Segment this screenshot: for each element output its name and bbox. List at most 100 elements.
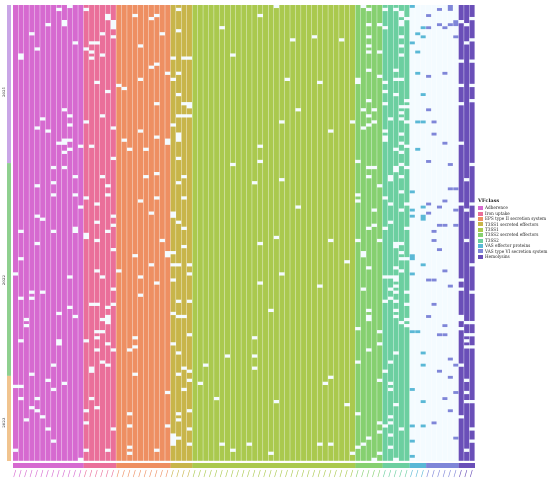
x-tick-label <box>18 469 22 478</box>
legend-item: T3SS2 secreted effectors <box>478 232 550 237</box>
heatmap-cell <box>366 53 372 69</box>
heatmap-column-bg <box>409 5 415 461</box>
heatmap-cell <box>398 193 404 209</box>
heatmap-cell <box>436 8 442 11</box>
heatmap-cell <box>34 5 40 48</box>
heatmap-cell <box>176 223 182 264</box>
heatmap-cell <box>366 126 372 166</box>
heatmap-cell <box>246 5 252 443</box>
heatmap-cell <box>295 208 301 461</box>
legend-swatch <box>478 243 483 248</box>
heatmap-cell <box>464 26 470 42</box>
heatmap-cell <box>453 223 459 227</box>
x-tick-label <box>94 469 98 478</box>
heatmap-cell <box>110 217 116 224</box>
heatmap-cell <box>464 211 470 239</box>
heatmap-cell <box>29 375 35 407</box>
heatmap-cell <box>138 202 144 276</box>
x-tick-label <box>247 469 250 478</box>
heatmap-cell <box>404 147 410 166</box>
legend-item: VAS effector proteins <box>478 243 550 248</box>
heatmap-cell <box>398 120 404 133</box>
heatmap-cell <box>382 105 388 130</box>
heatmap-cell <box>61 153 67 166</box>
heatmap-cell <box>377 433 383 452</box>
heatmap-cell <box>393 71 399 78</box>
heatmap-cell <box>306 5 312 461</box>
heatmap-cell <box>61 169 67 382</box>
heatmap-cell <box>404 169 410 203</box>
heatmap-cell <box>301 5 307 461</box>
heatmap-cell <box>186 412 192 428</box>
heatmap-cell <box>18 59 24 230</box>
heatmap-cell <box>181 318 187 367</box>
heatmap-column-bg <box>415 5 421 461</box>
heatmap-cell <box>181 117 187 176</box>
heatmap-cell <box>366 26 372 36</box>
heatmap-cell <box>23 327 29 419</box>
heatmap-cell <box>34 245 40 397</box>
heatmap-cell <box>431 421 437 425</box>
heatmap-cell <box>132 5 138 14</box>
heatmap-cell <box>404 260 410 291</box>
heatmap-cell <box>393 406 399 458</box>
x-tick-label <box>366 469 370 478</box>
heatmap-cell <box>132 375 138 461</box>
heatmap-cell <box>29 5 35 33</box>
x-tick-label <box>29 469 33 478</box>
heatmap-cell <box>398 245 404 252</box>
heatmap-cell <box>214 400 220 461</box>
x-tick-label <box>274 469 277 478</box>
heatmap-cell <box>99 333 105 361</box>
heatmap-cell <box>214 5 220 397</box>
heatmap-cell <box>181 5 187 57</box>
heatmap-cell <box>94 351 100 407</box>
legend-label: Hemolysins <box>485 254 510 260</box>
heatmap-cell <box>176 302 182 315</box>
heatmap-cell <box>132 348 138 373</box>
heatmap-cell <box>56 315 62 340</box>
heatmap-cell <box>426 14 432 17</box>
heatmap-cell <box>366 169 372 176</box>
heatmap-cell <box>464 394 470 400</box>
heatmap-cell <box>458 144 464 203</box>
heatmap-cells <box>13 5 475 461</box>
heatmap-cell <box>409 388 415 391</box>
heatmap-cell <box>279 5 285 121</box>
legend-label: VAS effector proteins <box>485 243 531 249</box>
heatmap-cell <box>170 281 176 312</box>
heatmap-cell <box>404 20 410 100</box>
heatmap-cell <box>469 87 475 100</box>
heatmap-cell <box>257 17 263 145</box>
heatmap-cell <box>29 35 35 291</box>
legend-swatch <box>478 222 483 227</box>
x-tick-label <box>339 469 343 478</box>
heatmap-cell <box>420 120 426 124</box>
heatmap-cell <box>311 5 317 36</box>
heatmap-cell <box>148 20 154 66</box>
heatmap-cell <box>51 169 57 182</box>
heatmap-cell <box>18 260 24 297</box>
heatmap-cell <box>464 451 470 461</box>
heatmap-cell <box>415 120 421 124</box>
heatmap-cell <box>252 357 258 367</box>
heatmap-cell <box>83 239 89 340</box>
heatmap-cell <box>170 254 176 264</box>
heatmap-cell <box>382 11 388 27</box>
heatmap-cell <box>132 17 138 255</box>
heatmap-cell <box>165 427 171 461</box>
heatmap-cell <box>40 120 46 218</box>
x-tick-label <box>410 469 413 478</box>
heatmap-cell <box>382 141 388 197</box>
heatmap-cell <box>366 38 372 45</box>
heatmap-cell <box>13 5 19 273</box>
heatmap-cell <box>159 242 165 461</box>
heatmap-cell <box>398 166 404 176</box>
legend: VFclass Adherence Iron uptake EPS type II … <box>478 198 550 260</box>
heatmap-cell <box>393 354 399 404</box>
heatmap-cell <box>121 90 127 139</box>
heatmap-cell <box>176 160 182 182</box>
heatmap-cell <box>61 111 67 139</box>
heatmap-cell <box>246 445 252 461</box>
heatmap-cell <box>382 199 388 227</box>
